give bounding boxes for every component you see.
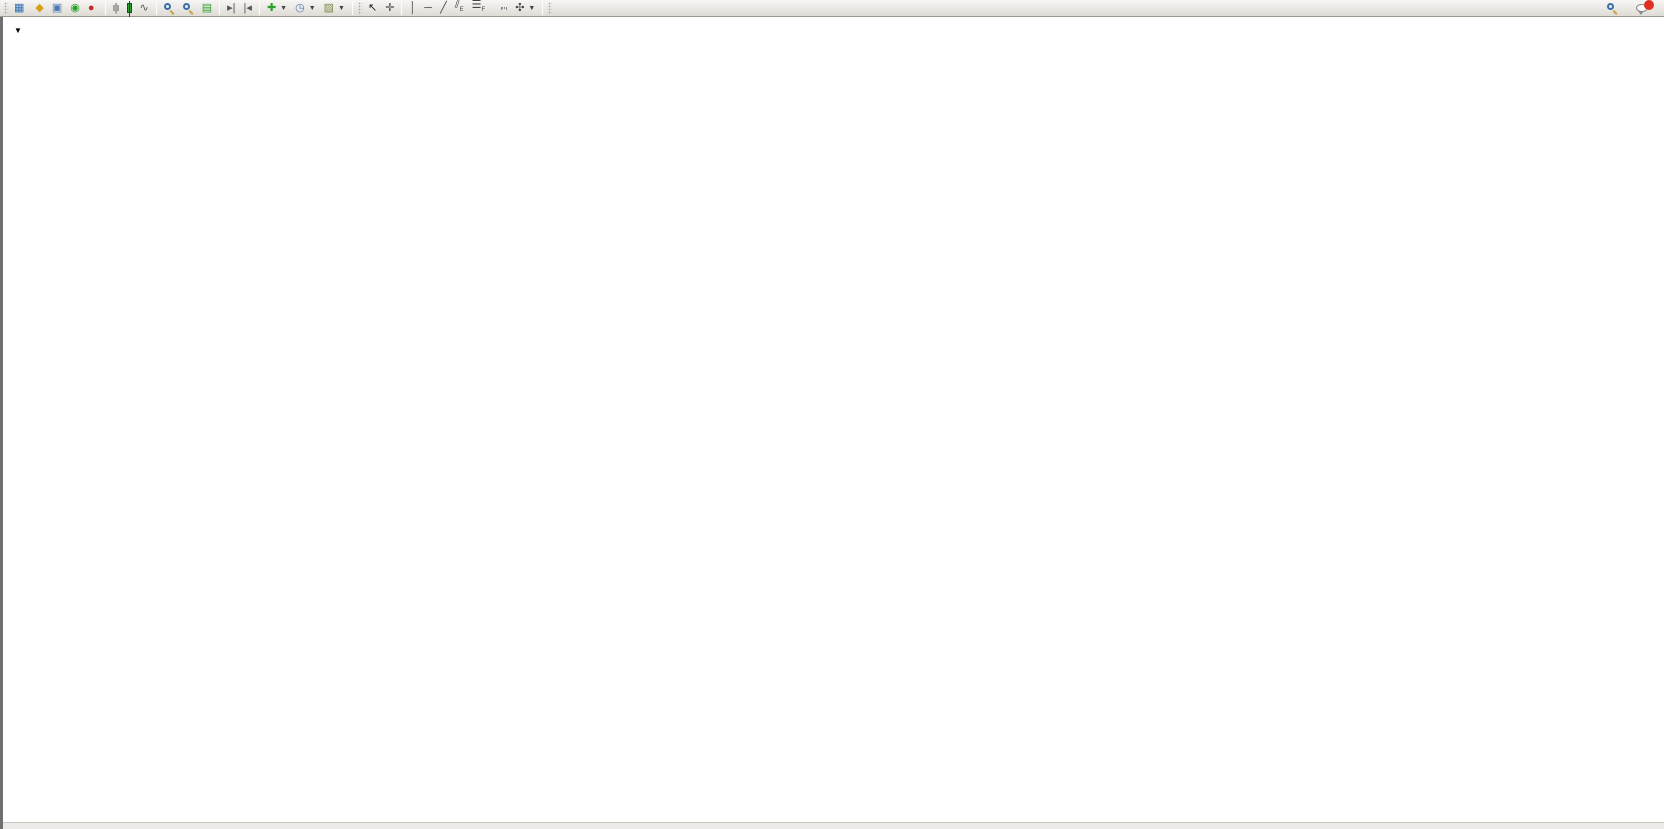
bar-chart-icon: ı|ı bbox=[112, 1, 120, 14]
chart-shift-icon: |◂ bbox=[243, 1, 252, 14]
new-order-button[interactable]: ▦ bbox=[10, 1, 31, 16]
funnel-icon: ◆ bbox=[35, 1, 44, 14]
line-chart-icon: ∿ bbox=[139, 1, 149, 14]
notification-badge bbox=[1644, 0, 1654, 10]
channel-icon: ⫽E bbox=[454, 0, 464, 14]
add-indicator-icon: ✚ bbox=[266, 1, 277, 14]
cursor-tool-button[interactable]: ↖ bbox=[364, 1, 381, 16]
autotrade-icon: ● bbox=[87, 1, 95, 14]
fibonacci-icon: ☰F bbox=[471, 0, 486, 14]
toolbar-separator bbox=[351, 1, 353, 15]
signal-icon: ◉ bbox=[70, 1, 80, 14]
shapes-icon: ✣ bbox=[515, 1, 525, 14]
candle-chart-button[interactable] bbox=[123, 1, 136, 17]
periods-button[interactable]: ◷ ▼ bbox=[291, 1, 320, 16]
toolbar-separator bbox=[542, 1, 544, 15]
chevron-down-icon: ▼ bbox=[308, 4, 316, 12]
vertical-line-icon: │ bbox=[409, 1, 417, 14]
new-order-icon: ▦ bbox=[14, 1, 25, 14]
chevron-down-icon: ▼ bbox=[528, 4, 536, 12]
toolbar-separator bbox=[219, 1, 221, 15]
horizontal-line-icon: ─ bbox=[424, 1, 433, 14]
text-label-icon bbox=[501, 7, 508, 9]
zoom-in-icon bbox=[163, 2, 175, 15]
strategy-tester-button[interactable]: ◉ bbox=[66, 1, 84, 16]
toolbar-grip[interactable] bbox=[4, 1, 8, 15]
terminal-button[interactable]: ▣ bbox=[48, 1, 66, 16]
chart-shift-button[interactable]: |◂ bbox=[240, 1, 256, 16]
toolbar-separator bbox=[104, 1, 106, 15]
zoom-out-button[interactable] bbox=[179, 1, 198, 16]
terminal-icon: ▣ bbox=[51, 1, 63, 14]
market-watch-button[interactable]: ◆ bbox=[31, 1, 47, 16]
auto-trading-button[interactable]: ● bbox=[84, 1, 102, 16]
search-button[interactable] bbox=[1603, 1, 1622, 16]
chart-canvas[interactable] bbox=[0, 17, 1664, 829]
fibonacci-tool-button[interactable]: ☰F bbox=[468, 0, 490, 16]
toolbar-grip[interactable] bbox=[357, 1, 362, 15]
template-icon: ▨ bbox=[323, 1, 335, 14]
search-icon bbox=[1607, 2, 1618, 15]
collapse-triangle-icon[interactable]: ▼ bbox=[14, 26, 22, 35]
bar-chart-button[interactable]: ı|ı bbox=[109, 1, 123, 16]
candle-chart-icon bbox=[126, 1, 132, 17]
tile-windows-button[interactable]: ▤ bbox=[198, 1, 216, 16]
notifications-button[interactable] bbox=[1632, 0, 1654, 16]
zoom-out-icon bbox=[182, 2, 194, 15]
vline-tool-button[interactable]: │ bbox=[405, 1, 420, 16]
status-strip bbox=[0, 822, 1664, 829]
trendline-tool-button[interactable]: ╱ bbox=[436, 1, 451, 16]
zoom-in-button[interactable] bbox=[160, 1, 179, 16]
line-chart-button[interactable]: ∿ bbox=[136, 1, 153, 16]
crosshair-tool-button[interactable]: ✛ bbox=[381, 1, 398, 16]
templates-button[interactable]: ▨ ▼ bbox=[320, 1, 349, 16]
toolbar-separator bbox=[401, 1, 403, 15]
auto-scroll-button[interactable]: ▸| bbox=[223, 1, 239, 16]
crosshair-icon: ✛ bbox=[385, 1, 395, 14]
chart-title: ▼ bbox=[14, 25, 26, 37]
text-tool-button[interactable] bbox=[489, 1, 497, 16]
cursor-icon: ↖ bbox=[367, 1, 378, 14]
tile-windows-icon: ▤ bbox=[201, 1, 213, 14]
chat-bubble-icon bbox=[1636, 0, 1654, 15]
main-toolbar: ▦ ◆ ▣ ◉ ● ı|ı ∿ ▤ ▸| |◂ ✚ ▼ ◷ ▼ ▨ ▼ ↖ ✛ │ ─… bbox=[0, 0, 1664, 17]
trendline-icon: ╱ bbox=[440, 1, 447, 14]
window-left-edge bbox=[0, 17, 3, 829]
channel-tool-button[interactable]: ⫽E bbox=[451, 0, 468, 16]
chevron-down-icon: ▼ bbox=[338, 4, 345, 12]
shapes-tool-button[interactable]: ✣ ▼ bbox=[511, 1, 539, 16]
chart-window: ▼ bbox=[0, 17, 1664, 829]
chevron-down-icon: ▼ bbox=[280, 4, 288, 12]
toolbar-separator bbox=[258, 1, 260, 15]
label-tool-button[interactable] bbox=[497, 1, 511, 16]
toolbar-separator bbox=[155, 1, 157, 15]
indicators-button[interactable]: ✚ ▼ bbox=[263, 1, 291, 16]
clock-icon: ◷ bbox=[295, 1, 305, 14]
auto-scroll-icon: ▸| bbox=[227, 1, 236, 14]
toolbar-grip[interactable] bbox=[548, 1, 553, 15]
hline-tool-button[interactable]: ─ bbox=[420, 1, 436, 16]
